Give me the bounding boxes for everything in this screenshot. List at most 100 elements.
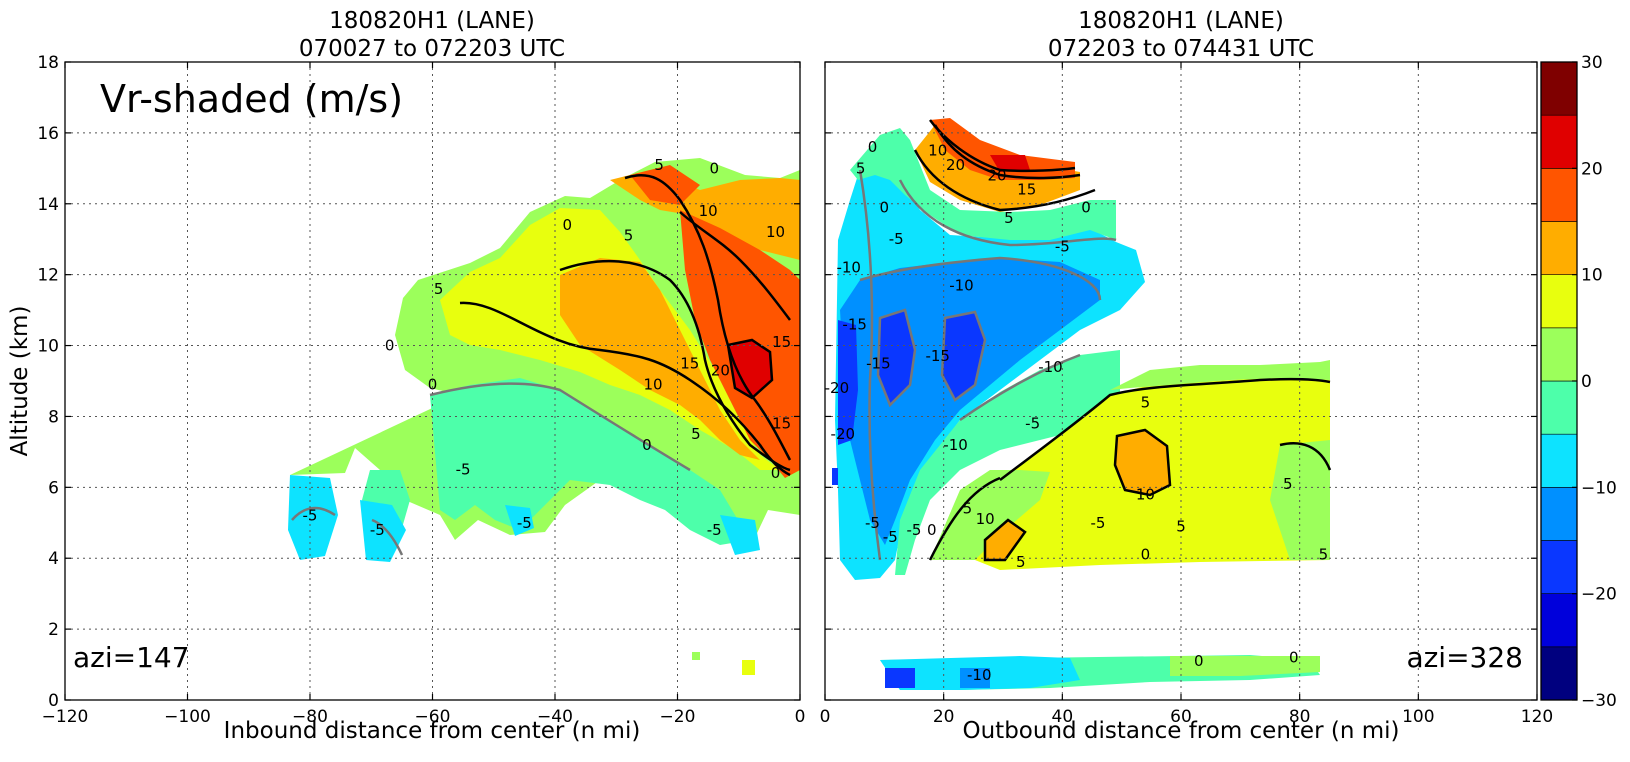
x-tick-label: 0 bbox=[795, 707, 806, 727]
x-tick-label: 0 bbox=[820, 707, 831, 727]
contour-label: -20 bbox=[831, 425, 856, 443]
contour-label: -10 bbox=[967, 666, 992, 684]
contour-label: -10 bbox=[943, 436, 968, 454]
colorbar-swatch bbox=[1540, 327, 1578, 382]
panel-title-line1: 180820H1 (LANE) bbox=[329, 8, 535, 34]
x-tick-label: −20 bbox=[660, 707, 696, 727]
contour-neg5 bbox=[898, 179, 1117, 247]
x-tick-label: −120 bbox=[42, 707, 89, 727]
contour-neg5-b bbox=[291, 506, 336, 521]
x-tick-label: −80 bbox=[292, 707, 328, 727]
contour-label: -10 bbox=[836, 259, 861, 277]
contour-5 bbox=[559, 259, 791, 472]
contour-label: 5 bbox=[1004, 209, 1014, 227]
vr-strip-low-d bbox=[960, 668, 990, 688]
contour-15 bbox=[933, 124, 1081, 180]
contour-label: -15 bbox=[866, 354, 891, 372]
x-axis-label: Outbound distance from center (n mi) bbox=[963, 718, 1400, 744]
x-tick-label: 80 bbox=[1289, 707, 1311, 727]
contour-neg10 bbox=[859, 256, 1102, 301]
contour-label: 0 bbox=[1194, 652, 1204, 670]
contour-label: 5 bbox=[1283, 475, 1293, 493]
vr-strip-low-c bbox=[885, 668, 915, 688]
vr-region-neg20-neg15-c bbox=[838, 320, 858, 445]
colorbar-swatch bbox=[1540, 593, 1578, 648]
panel-title-line2: 070027 to 072203 UTC bbox=[299, 36, 565, 62]
azimuth-label: azi=328 bbox=[1406, 641, 1523, 674]
colorbar-swatch bbox=[1540, 274, 1578, 329]
contour-label: 0 bbox=[868, 138, 878, 156]
colorbar-tick-label: 10 bbox=[1581, 266, 1603, 286]
contour-label: -5 bbox=[889, 230, 904, 248]
contour-label: 10 bbox=[766, 223, 785, 241]
panel-title-line2: 072203 to 074431 UTC bbox=[1048, 36, 1314, 62]
contour-label: -5 bbox=[370, 521, 385, 539]
contour-20 bbox=[929, 119, 1076, 173]
colorbar-swatch bbox=[1540, 487, 1578, 541]
contour-label: -15 bbox=[925, 347, 950, 365]
colorbar-ticks: 30 20 10 0 −10 −20 −30 bbox=[1572, 53, 1617, 711]
colorbar-swatch bbox=[1540, 380, 1578, 435]
colorbar-tick-label: 20 bbox=[1581, 159, 1603, 179]
vr-region-neg20-neg15-b bbox=[942, 312, 985, 400]
contour-neg5-c bbox=[371, 518, 404, 556]
contour-label: 20 bbox=[711, 361, 730, 379]
contour-label: 0 bbox=[428, 376, 438, 394]
contour-10-top bbox=[913, 149, 1096, 212]
vr-region-0-5 bbox=[1110, 360, 1330, 390]
contour-label: 5 bbox=[1141, 393, 1151, 411]
contour-label: 0 bbox=[385, 337, 395, 355]
x-tick-label: 40 bbox=[1052, 707, 1074, 727]
y-tick-label: 0 bbox=[48, 691, 59, 711]
vr-region-neg10-neg5-c bbox=[505, 505, 534, 536]
x-tick-label: 100 bbox=[1402, 707, 1434, 727]
vr-region-neg5-0-b bbox=[895, 350, 1120, 575]
contour-label: 20 bbox=[946, 156, 965, 174]
contour-label: 0 bbox=[1289, 648, 1299, 666]
contour-neg15 bbox=[876, 308, 917, 408]
ticks-inbound: −120 −100 −80 −60 −40 −20 0 0 2 4 6 8 10 12 14 16 18 bbox=[37, 53, 805, 727]
contour-label: 0 bbox=[562, 216, 572, 234]
y-tick-label: 2 bbox=[48, 620, 59, 640]
contour-label: 0 bbox=[709, 159, 719, 177]
contour-label: 5 bbox=[434, 280, 444, 298]
vr-strip-low-e bbox=[1170, 656, 1320, 676]
contour-label: 10 bbox=[928, 142, 947, 160]
y-tick-label: 6 bbox=[48, 478, 59, 498]
vr-region-neg10-neg5-b bbox=[360, 500, 406, 562]
vr-region-20-25 bbox=[990, 155, 1030, 172]
colorbar-swatch bbox=[1540, 61, 1578, 116]
contour-neg5-c bbox=[858, 169, 882, 561]
colorbar-tick-label: −10 bbox=[1581, 478, 1617, 498]
vr-region-neg10-neg5 bbox=[288, 475, 338, 560]
vr-region-neg5-0 bbox=[430, 378, 750, 545]
y-tick-label: 12 bbox=[37, 266, 59, 286]
contour-label: -15 bbox=[842, 315, 867, 333]
contour-label: 10 bbox=[699, 202, 718, 220]
contour-label: 15 bbox=[1017, 181, 1036, 199]
contour-label: 10 bbox=[976, 510, 995, 528]
y-tick-label: 18 bbox=[37, 53, 59, 73]
contour-0 bbox=[928, 476, 1001, 561]
vr-blob-left bbox=[832, 468, 838, 485]
vr-region-20-25 bbox=[728, 340, 772, 398]
vr-blob-1 bbox=[742, 660, 755, 675]
contour-label: 10 bbox=[1136, 485, 1155, 503]
panel-title-line1: 180820H1 (LANE) bbox=[1078, 8, 1284, 34]
contour-label: -5 bbox=[883, 528, 898, 546]
x-tick-label: 60 bbox=[1170, 707, 1192, 727]
contour-label: -5 bbox=[456, 461, 471, 479]
colorbar-swatch bbox=[1540, 540, 1578, 594]
contour-10 bbox=[624, 173, 792, 461]
contour-label: 15 bbox=[680, 354, 699, 372]
contour-label: 0 bbox=[1081, 198, 1091, 216]
contour-label: -5 bbox=[1025, 415, 1040, 433]
contour-label: 5 bbox=[856, 159, 866, 177]
contour-label: -5 bbox=[517, 514, 532, 532]
colorbar-tick-label: 0 bbox=[1581, 372, 1592, 392]
contour-label: 0 bbox=[880, 198, 890, 216]
x-axis-label: Inbound distance from center (n mi) bbox=[224, 718, 641, 744]
contour-label: -20 bbox=[825, 379, 850, 397]
